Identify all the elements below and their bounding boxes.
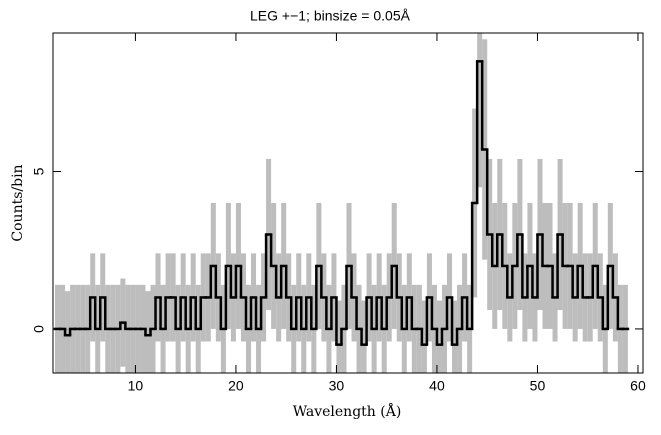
x-tick-label: 60: [630, 378, 646, 394]
x-tick-label: 50: [530, 378, 546, 394]
x-tick-label: 10: [128, 378, 144, 394]
x-tick-label: 40: [429, 378, 445, 394]
chart-title: LEG +−1; binsize = 0.05Å: [250, 8, 411, 24]
y-axis-label: Counts/bin: [10, 164, 26, 241]
error-band: [361, 300, 367, 373]
error-band: [452, 300, 458, 373]
error-band: [65, 291, 71, 373]
x-axis-label: Wavelength (Å): [293, 402, 402, 420]
y-tick-label: 0: [31, 325, 47, 333]
x-tick-label: 20: [228, 378, 244, 394]
x-tick-label: 30: [329, 378, 345, 394]
error-band: [436, 300, 442, 373]
error-band: [145, 291, 151, 373]
y-tick-label: 5: [31, 167, 47, 175]
error-band: [477, 33, 483, 188]
error-band: [421, 300, 427, 373]
error-band: [336, 300, 342, 373]
plot-frame: [52, 32, 644, 374]
